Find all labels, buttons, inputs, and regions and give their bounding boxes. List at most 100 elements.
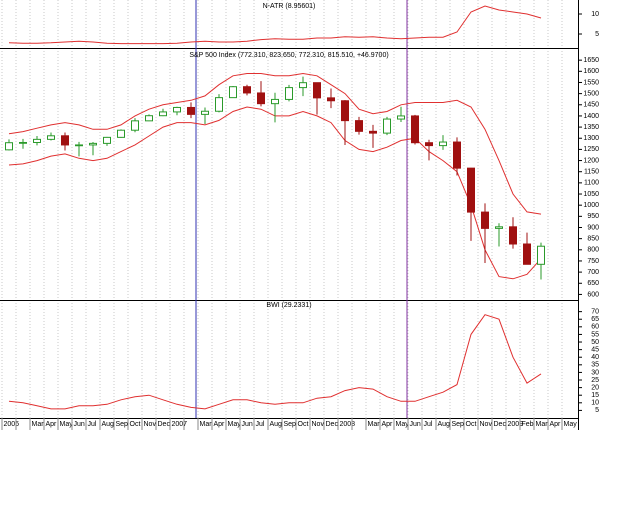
- candle-body: [243, 86, 251, 94]
- candle-body: [215, 97, 223, 112]
- x-tick-label: May: [60, 421, 74, 428]
- candle-body: [397, 115, 405, 120]
- candle-body: [481, 211, 489, 229]
- x-tick-label: Jul: [256, 421, 265, 428]
- candle-body: [131, 120, 139, 131]
- y-tick-label: 45: [591, 346, 599, 353]
- panel-title: N-ATR (8.95601): [263, 3, 316, 10]
- candle-body: [327, 97, 335, 102]
- x-tick-label: Sep: [284, 421, 297, 428]
- candle-body: [47, 135, 55, 140]
- candle-body: [75, 144, 83, 147]
- y-tick-label: 1600: [583, 68, 599, 75]
- y-tick-label: 25: [591, 377, 599, 384]
- x-tick-label: Jun: [410, 421, 421, 428]
- y-tick-label: 1200: [583, 157, 599, 164]
- candle-body: [5, 142, 13, 151]
- panel-title: S&P 500 Index (772.310, 823.650, 772.310…: [189, 52, 388, 59]
- y-tick-label: 1250: [583, 146, 599, 153]
- y-tick-label: 850: [587, 235, 599, 242]
- line: [8, 5, 542, 45]
- candle-body: [229, 86, 237, 99]
- candle-body: [19, 141, 27, 144]
- y-tick-label: 65: [591, 316, 599, 323]
- y-tick-label: 1050: [583, 191, 599, 198]
- x-tick-label: Dec: [494, 421, 507, 428]
- candle-body: [103, 136, 111, 144]
- y-tick-label: 5: [595, 407, 599, 414]
- candle-body: [355, 120, 363, 132]
- y-tick-label: 1400: [583, 113, 599, 120]
- y-tick-label: 1150: [584, 169, 599, 176]
- candle-body: [159, 111, 167, 117]
- candle-body: [299, 82, 307, 89]
- candle-body: [341, 100, 349, 122]
- line: [8, 72, 542, 215]
- x-tick-label: Oct: [298, 421, 309, 428]
- y-tick-label: 700: [587, 269, 599, 276]
- y-tick-label: 5: [595, 31, 599, 38]
- y-tick-label: 900: [587, 224, 599, 231]
- candle-body: [495, 226, 503, 229]
- x-tick-label: 2009: [508, 421, 524, 428]
- candle-body: [201, 110, 209, 115]
- y-tick-label: 950: [587, 213, 599, 220]
- x-tick-label: Jun: [74, 421, 85, 428]
- y-tick-label: 1000: [583, 202, 599, 209]
- y-tick-label: 650: [587, 280, 599, 287]
- x-tick-label: Dec: [158, 421, 171, 428]
- y-tick-label: 1500: [583, 90, 599, 97]
- x-tick-label: Jun: [242, 421, 253, 428]
- y-tick-label: 20: [591, 384, 599, 391]
- panel-title: BWI (29.2331): [266, 302, 311, 309]
- y-tick-label: 60: [591, 324, 599, 331]
- y-tick-label: 35: [591, 362, 599, 369]
- x-tick-label: Feb: [522, 421, 534, 428]
- y-tick-label: 30: [591, 369, 599, 376]
- x-tick-label: Nov: [480, 421, 493, 428]
- x-tick-label: 2007: [172, 421, 188, 428]
- candle-body: [271, 98, 279, 105]
- candle-body: [467, 167, 475, 213]
- candle-body: [439, 141, 447, 147]
- x-tick-label: Sep: [116, 421, 129, 428]
- x-tick-label: 2008: [340, 421, 356, 428]
- candle-body: [425, 142, 433, 147]
- x-tick-label: Oct: [130, 421, 141, 428]
- y-tick-label: 1300: [583, 135, 599, 142]
- y-tick-label: 70: [591, 308, 599, 315]
- y-tick-label: 55: [591, 331, 599, 338]
- candle-body: [173, 106, 181, 113]
- x-tick-label: Jul: [424, 421, 433, 428]
- x-tick-label: Apr: [382, 421, 394, 428]
- candle-body: [537, 245, 545, 265]
- y-tick-label: 50: [591, 339, 599, 346]
- candle-body: [257, 92, 265, 105]
- candle-body: [187, 106, 195, 115]
- y-tick-label: 1650: [583, 57, 599, 64]
- x-tick-label: May: [564, 421, 578, 428]
- candle-body: [383, 118, 391, 134]
- x-tick-label: Mar: [536, 421, 549, 428]
- y-tick-label: 40: [591, 354, 599, 361]
- x-tick-label: Oct: [466, 421, 477, 428]
- x-tick-label: Aug: [438, 421, 451, 428]
- candle-body: [145, 115, 153, 122]
- x-tick-label: 2006: [4, 421, 20, 428]
- y-tick-label: 10: [591, 400, 599, 407]
- candle-body: [369, 130, 377, 134]
- x-tick-label: Mar: [32, 421, 45, 428]
- x-tick-label: Sep: [452, 421, 465, 428]
- candle-body: [61, 135, 69, 146]
- x-tick-label: Mar: [200, 421, 213, 428]
- y-tick-label: 1100: [584, 180, 599, 187]
- y-tick-label: 1350: [583, 124, 599, 131]
- candle-body: [117, 129, 125, 138]
- x-tick-label: Apr: [46, 421, 58, 428]
- x-tick-label: Dec: [326, 421, 339, 428]
- y-tick-label: 600: [587, 291, 599, 298]
- candle-body: [285, 87, 293, 100]
- candle-body: [411, 115, 419, 144]
- x-tick-label: Nov: [312, 421, 325, 428]
